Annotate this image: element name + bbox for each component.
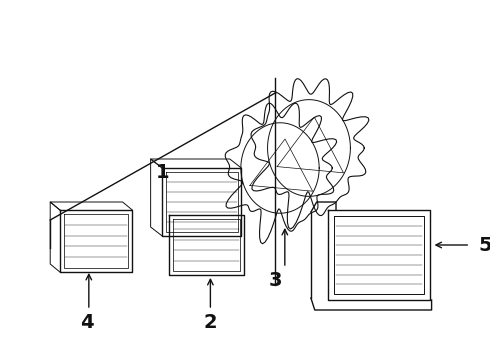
- Text: 2: 2: [203, 314, 217, 333]
- Text: 1: 1: [155, 162, 169, 181]
- Text: 5: 5: [479, 235, 490, 255]
- Text: 4: 4: [80, 312, 94, 332]
- Text: 3: 3: [269, 270, 282, 289]
